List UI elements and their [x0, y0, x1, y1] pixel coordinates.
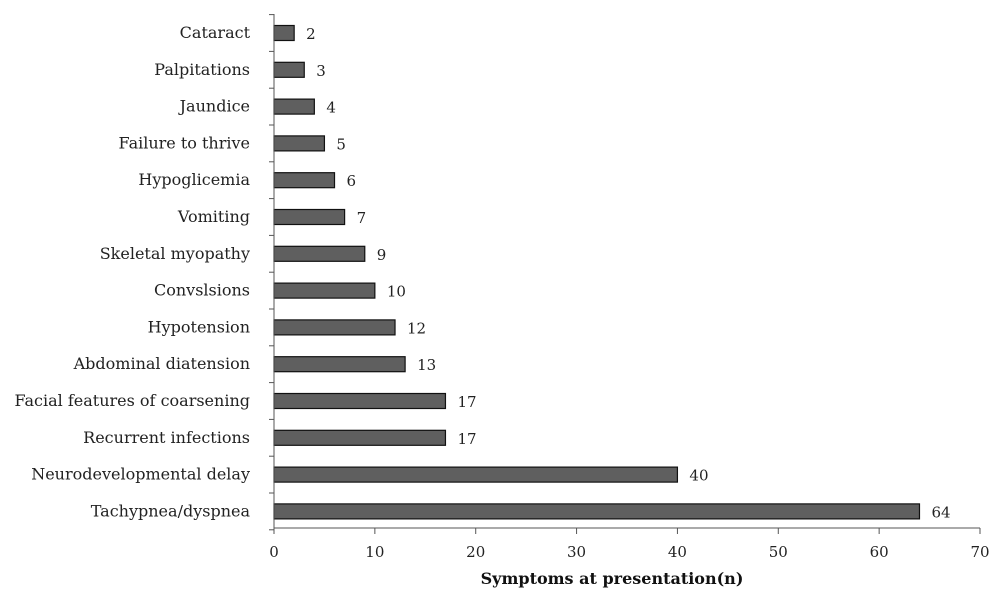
data-label: 4: [326, 99, 336, 117]
category-label: Recurrent infections: [83, 428, 250, 447]
data-label: 7: [357, 209, 367, 227]
category-label: Failure to thrive: [119, 133, 250, 152]
bar: [273, 282, 376, 299]
category-label: Vomiting: [177, 207, 250, 226]
category-label: Hypoglicemia: [138, 170, 250, 189]
data-label: 13: [417, 356, 436, 374]
category-label: Neurodevelopmental delay: [31, 465, 250, 484]
bar: [273, 172, 336, 189]
x-tick-label: 40: [668, 543, 687, 561]
category-label: Hypotension: [148, 317, 250, 336]
bar: [273, 503, 921, 520]
bar: [273, 245, 366, 262]
data-label: 64: [931, 503, 950, 521]
data-label: 10: [387, 283, 406, 301]
category-label: Tachypnea/dyspnea: [91, 501, 251, 520]
bar: [273, 319, 396, 336]
category-label: Palpitations: [154, 60, 250, 79]
x-tick-label: 20: [466, 543, 485, 561]
category-label: Facial features of coarsening: [14, 391, 250, 410]
category-labels: Cataract Palpitations Jaundice Failure to t…: [14, 23, 250, 520]
category-label: Abdominal diatension: [73, 354, 250, 373]
bar: [273, 135, 326, 152]
category-label: Convslsions: [154, 281, 250, 300]
data-label: 6: [347, 172, 357, 190]
x-axis-title: Symptoms at presentation(n): [481, 569, 744, 588]
category-label: Jaundice: [178, 97, 250, 116]
x-tick-label: 0: [269, 543, 279, 561]
bar: [273, 392, 447, 410]
bar: [273, 466, 679, 483]
data-label: 5: [336, 135, 346, 153]
x-tick-label: 60: [870, 543, 889, 561]
data-label: 3: [316, 62, 326, 80]
data-label: 9: [377, 246, 387, 264]
x-axis-ticks: 0 10 20 30 40 50 60 70: [269, 528, 990, 561]
x-tick-label: 70: [970, 543, 989, 561]
category-label: Skeletal myopathy: [100, 244, 250, 263]
x-tick-label: 10: [365, 543, 384, 561]
data-label: 17: [457, 393, 476, 411]
bar: [273, 356, 406, 373]
data-label: 12: [407, 319, 426, 337]
bars-group: [269, 14, 921, 531]
x-tick-label: 50: [769, 543, 788, 561]
data-label: 2: [306, 25, 316, 43]
data-label: 40: [689, 467, 708, 485]
bar: [273, 61, 305, 78]
bar: [273, 429, 447, 446]
bar: [273, 208, 346, 226]
x-tick-label: 30: [567, 543, 586, 561]
category-label: Cataract: [180, 23, 251, 42]
bar: [273, 98, 315, 115]
bar: [273, 24, 295, 42]
data-label: 17: [457, 430, 476, 448]
